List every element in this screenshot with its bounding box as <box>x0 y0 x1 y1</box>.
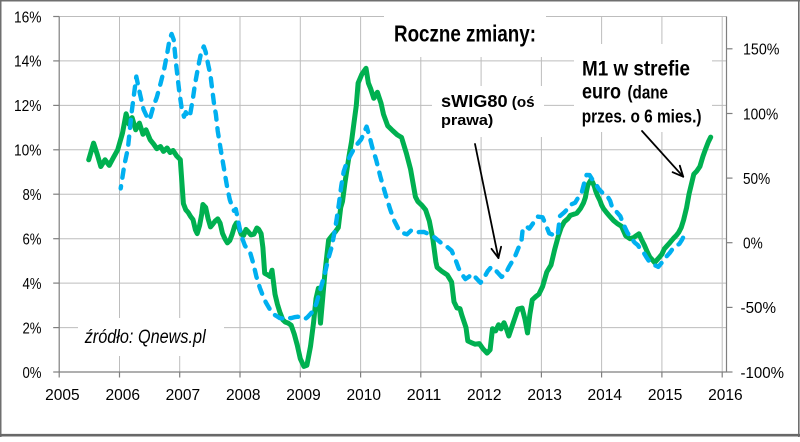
svg-text:2006: 2006 <box>105 387 140 404</box>
svg-text:2008: 2008 <box>226 387 261 404</box>
svg-text:2013: 2013 <box>527 387 562 404</box>
svg-text:źródło: Qnews.pl: źródło: Qnews.pl <box>84 327 207 348</box>
svg-text:2015: 2015 <box>648 387 683 404</box>
svg-text:8%: 8% <box>23 187 42 204</box>
svg-text:14%: 14% <box>14 54 42 71</box>
svg-text:euro: euro <box>582 79 621 103</box>
svg-text:2016: 2016 <box>708 387 743 404</box>
svg-text:-100%: -100% <box>741 365 785 382</box>
svg-text:(dane: (dane <box>628 81 669 102</box>
svg-text:(oś: (oś <box>512 94 535 111</box>
svg-text:2007: 2007 <box>166 387 201 404</box>
svg-text:-50%: -50% <box>741 300 777 317</box>
svg-text:50%: 50% <box>743 171 770 188</box>
svg-text:przes. o 6 mies.): przes. o 6 mies.) <box>582 106 702 127</box>
svg-text:4%: 4% <box>23 276 42 293</box>
svg-text:2005: 2005 <box>45 387 80 404</box>
svg-text:150%: 150% <box>743 42 780 59</box>
svg-text:M1 w strefie: M1 w strefie <box>582 57 690 81</box>
svg-text:sWIG80: sWIG80 <box>441 91 508 111</box>
svg-text:6%: 6% <box>23 232 42 249</box>
svg-text:2010: 2010 <box>347 387 382 404</box>
svg-text:2%: 2% <box>23 320 42 337</box>
svg-text:0%: 0% <box>23 365 42 382</box>
svg-text:12%: 12% <box>14 98 42 115</box>
svg-text:Roczne zmiany:: Roczne zmiany: <box>394 21 536 47</box>
svg-text:prawa): prawa) <box>441 112 493 129</box>
svg-text:16%: 16% <box>14 9 42 26</box>
svg-text:2014: 2014 <box>588 387 623 404</box>
svg-text:100%: 100% <box>743 106 778 123</box>
svg-text:2012: 2012 <box>467 387 502 404</box>
svg-text:2011: 2011 <box>407 387 442 404</box>
svg-text:2009: 2009 <box>286 387 321 404</box>
svg-text:10%: 10% <box>14 143 42 160</box>
svg-text:0%: 0% <box>743 236 763 253</box>
